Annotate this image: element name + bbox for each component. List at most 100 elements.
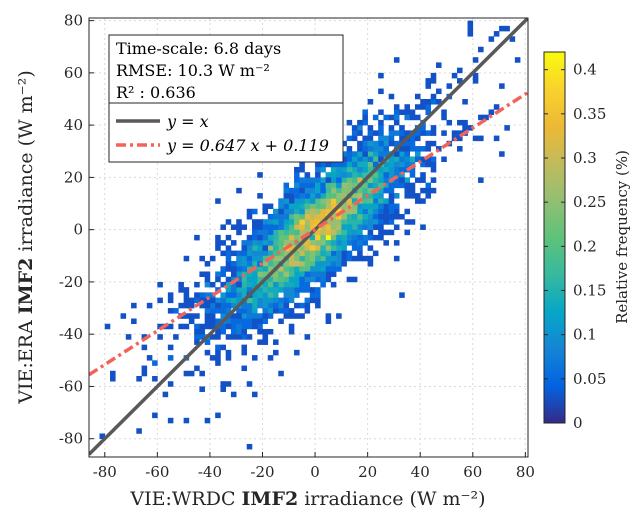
density-cell xyxy=(278,297,284,304)
density-cell xyxy=(346,250,353,257)
density-cell xyxy=(351,224,358,230)
density-cell xyxy=(420,99,426,105)
density-cell xyxy=(388,161,395,168)
density-cell xyxy=(257,245,263,251)
density-cell xyxy=(320,261,326,267)
density-cell xyxy=(315,203,321,210)
density-cell xyxy=(404,140,411,147)
density-cell xyxy=(215,344,221,351)
density-cell xyxy=(378,187,384,194)
density-cell xyxy=(372,161,379,168)
density-cell xyxy=(483,114,489,121)
density-cell xyxy=(388,229,395,236)
density-cell xyxy=(341,156,347,163)
density-cell xyxy=(183,323,190,330)
density-cell xyxy=(299,266,305,272)
density-cell xyxy=(278,203,284,210)
density-cell xyxy=(304,308,311,314)
density-cell xyxy=(330,266,337,272)
density-cell xyxy=(236,297,242,304)
density-cell xyxy=(341,182,347,189)
density-cell xyxy=(383,219,389,225)
density-cell xyxy=(257,328,263,335)
density-cell xyxy=(378,208,384,215)
density-cell xyxy=(220,271,226,277)
density-cell xyxy=(372,208,379,215)
density-cell xyxy=(351,125,358,131)
density-cell xyxy=(478,177,484,183)
density-cell xyxy=(414,104,421,110)
density-cell xyxy=(157,334,163,340)
density-cell xyxy=(267,250,274,257)
density-cell xyxy=(299,281,305,288)
density-cell xyxy=(283,182,290,189)
density-cell xyxy=(309,240,316,246)
density-cell xyxy=(325,224,332,230)
density-cell xyxy=(341,234,347,241)
density-cell xyxy=(299,287,305,293)
stat-time-scale: Time-scale: 6.8 days xyxy=(116,39,281,58)
density-cell xyxy=(199,271,205,277)
density-cell xyxy=(336,208,342,215)
density-cell xyxy=(162,391,169,398)
density-cell xyxy=(467,25,474,32)
density-cell xyxy=(194,292,200,298)
density-cell xyxy=(336,266,342,272)
density-cell xyxy=(209,255,216,262)
density-cell xyxy=(299,198,305,204)
density-cell xyxy=(273,261,279,267)
density-cell xyxy=(309,245,316,251)
density-cell xyxy=(273,224,279,230)
density-cell xyxy=(220,297,226,304)
density-cell xyxy=(136,428,142,434)
density-cell xyxy=(378,166,384,173)
density-cell xyxy=(420,224,426,230)
density-cell xyxy=(220,240,226,246)
density-cell xyxy=(241,287,248,293)
density-cell xyxy=(351,219,358,225)
density-cell xyxy=(315,187,321,194)
density-cell xyxy=(241,250,248,257)
density-cell xyxy=(351,156,358,163)
density-cell xyxy=(167,308,174,314)
density-cell xyxy=(236,313,242,319)
density-cell xyxy=(435,99,442,105)
density-cell xyxy=(215,240,221,246)
y-tick-label: -80 xyxy=(59,430,83,448)
density-cell xyxy=(393,156,400,163)
density-cell xyxy=(388,219,395,225)
density-cell xyxy=(246,245,253,251)
density-cell xyxy=(278,213,284,220)
density-cell xyxy=(267,234,274,241)
density-cell xyxy=(378,109,384,115)
density-cell xyxy=(325,208,332,215)
density-cell xyxy=(273,229,279,236)
density-cell xyxy=(288,245,295,251)
density-cell xyxy=(367,198,374,204)
density-cell xyxy=(225,276,232,283)
density-cell xyxy=(357,151,363,157)
density-cell xyxy=(241,318,248,325)
density-cell xyxy=(420,104,426,110)
density-cell xyxy=(294,302,300,309)
density-cell xyxy=(288,276,295,283)
density-cell xyxy=(388,208,395,215)
density-cell xyxy=(425,99,432,105)
density-cell xyxy=(278,208,284,215)
density-cell xyxy=(209,302,216,309)
density-cell xyxy=(267,313,274,319)
density-cell xyxy=(283,271,290,277)
density-cell xyxy=(194,281,200,288)
density-cell xyxy=(309,287,316,293)
density-cell xyxy=(294,198,300,204)
density-cell xyxy=(362,151,368,157)
density-cell xyxy=(357,187,363,194)
y-tick-label: 80 xyxy=(64,12,83,30)
density-cell xyxy=(257,302,263,309)
density-cell xyxy=(336,187,342,194)
density-cell xyxy=(273,255,279,262)
density-cell xyxy=(357,213,363,220)
density-cell xyxy=(204,302,211,309)
density-cell xyxy=(241,224,248,230)
density-cell xyxy=(230,391,237,398)
